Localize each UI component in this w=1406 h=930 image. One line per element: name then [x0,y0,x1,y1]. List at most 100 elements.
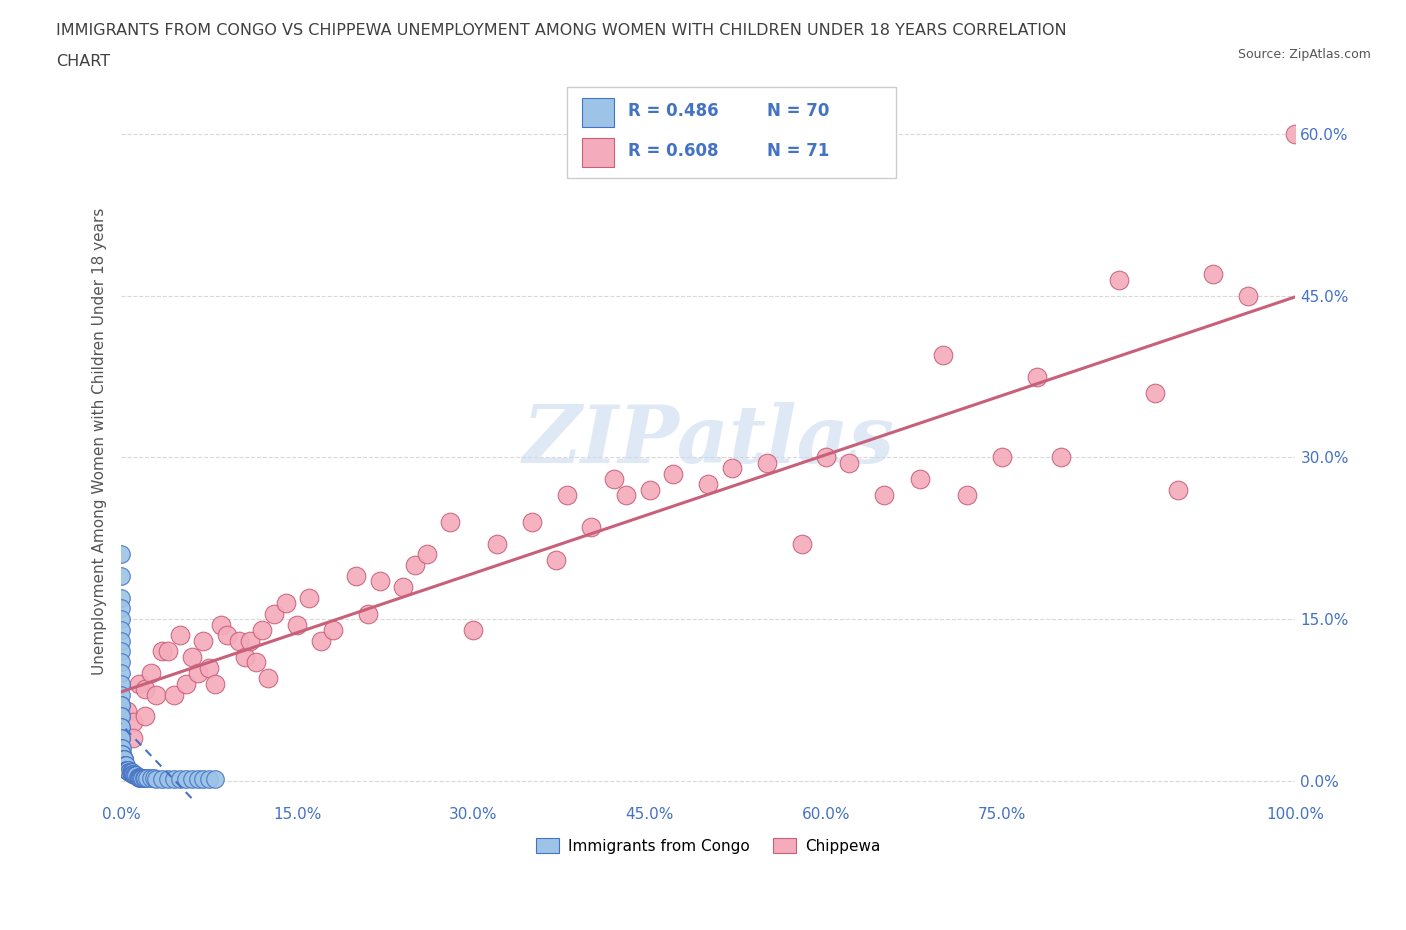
Point [122,768,145,783]
Point [112,751,135,766]
Point [157,644,180,658]
Point [439,514,461,529]
Point [163,687,186,702]
Point [174,771,197,786]
Point [250,622,273,637]
Point [120,764,142,779]
Point [145,687,167,702]
Point [814,450,837,465]
Point [115,763,138,777]
Text: N = 70: N = 70 [768,102,830,120]
Point [134,682,156,697]
Point [193,771,215,786]
Point [110,720,132,735]
Point [118,764,141,779]
Point [193,633,215,648]
Point [110,741,132,756]
Point [114,757,136,772]
Point [122,714,145,729]
Point [110,622,132,637]
Point [110,568,132,583]
Point [110,547,132,562]
Point [143,770,166,785]
Point [614,487,637,502]
Point [1284,126,1306,141]
Point [1143,385,1166,400]
Point [344,568,367,583]
Text: R = 0.608: R = 0.608 [628,142,718,160]
Point [127,769,149,784]
Point [169,771,191,786]
Point [121,767,143,782]
Text: CHART: CHART [56,54,110,69]
Point [110,591,132,605]
Text: N = 71: N = 71 [768,142,830,160]
Point [110,633,132,648]
Point [756,456,779,471]
Point [110,687,132,702]
Point [298,591,321,605]
Point [110,601,132,616]
Point [263,606,285,621]
Point [110,730,132,745]
Point [638,483,661,498]
Point [111,747,134,762]
Point [118,764,141,779]
Text: ZIPatlas: ZIPatlas [522,403,894,480]
Point [209,618,232,632]
Point [124,768,146,783]
Point [579,520,602,535]
Point [110,655,132,670]
Point [129,770,152,785]
Point [908,472,931,486]
Point [115,703,138,718]
Point [257,671,280,685]
Point [117,763,139,777]
Point [522,514,544,529]
Point [110,676,132,691]
Text: Source: ZipAtlas.com: Source: ZipAtlas.com [1237,48,1371,61]
Point [1049,450,1071,465]
Point [1167,483,1189,498]
Point [1108,272,1130,287]
Point [115,757,138,772]
Point [122,730,145,745]
Point [274,595,297,610]
Point [134,770,156,785]
Point [721,460,744,475]
Point [111,741,134,756]
Point [1026,369,1049,384]
Point [134,709,156,724]
Text: IMMIGRANTS FROM CONGO VS CHIPPEWA UNEMPLOYMENT AMONG WOMEN WITH CHILDREN UNDER 1: IMMIGRANTS FROM CONGO VS CHIPPEWA UNEMPL… [56,23,1067,38]
Point [204,676,226,691]
Point [792,537,814,551]
Point [245,655,267,670]
Point [392,579,415,594]
Point [322,622,344,637]
Point [485,537,508,551]
Point [110,709,132,724]
Point [115,763,138,777]
Point [110,698,132,712]
Point [357,606,380,621]
Point [1202,267,1225,282]
Point [169,628,191,643]
Text: R = 0.486: R = 0.486 [628,102,718,120]
Bar [582,99,614,127]
Point [187,771,209,786]
Point [110,730,132,745]
Point [463,622,485,637]
Point [110,644,132,658]
Point [180,649,202,664]
FancyBboxPatch shape [568,87,896,178]
Point [145,771,167,786]
Point [309,633,332,648]
Legend: Immigrants from Congo, Chippewa: Immigrants from Congo, Chippewa [530,832,887,859]
Point [110,741,132,756]
Point [180,771,202,786]
Point [128,769,150,784]
Point [117,763,139,777]
Point [187,666,209,681]
Point [838,456,860,471]
Point [956,487,979,502]
